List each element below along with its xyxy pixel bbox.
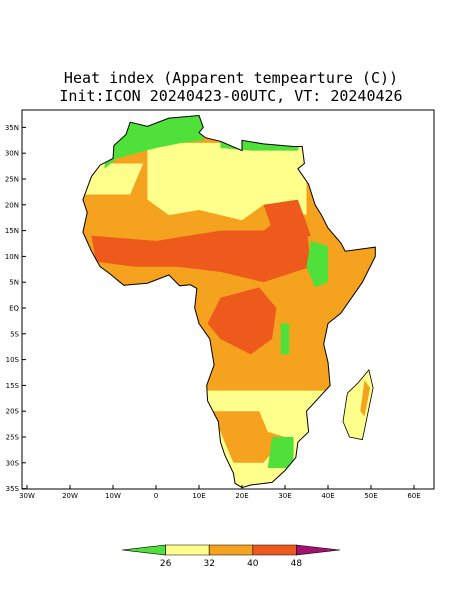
lat-label: 15S: [6, 382, 20, 390]
lon-label: 0: [154, 492, 158, 500]
lat-label: 5N: [9, 279, 19, 287]
lon-label: 10E: [192, 492, 205, 500]
lat-label: 10S: [6, 356, 20, 364]
colorbar: 26 32 40 48: [121, 544, 341, 569]
lon-label: 10W: [105, 492, 121, 500]
axis-labels: 35N 30N 25N 20N 15N 10N 5N EQ 5S 10S 15S 20S 25S 30S 3…: [5, 124, 421, 500]
lat-label: 20S: [6, 408, 20, 416]
coastline: [82, 114, 376, 489]
lon-label: 30E: [278, 492, 291, 500]
colorbar-swatch: [208, 544, 254, 556]
field: [104, 115, 208, 169]
africa-fields: [82, 115, 376, 488]
field: [91, 215, 311, 283]
lon-label: 20W: [62, 492, 78, 500]
lat-label: 10N: [5, 253, 19, 261]
map: [82, 114, 376, 489]
lon-label: 30W: [19, 492, 35, 500]
lat-label: 20N: [5, 201, 19, 209]
colorbar-label: 40: [247, 559, 259, 569]
lat-label: 5S: [10, 330, 19, 338]
colorbar-swatch: [165, 544, 210, 556]
title-line1: Heat index (Apparent tempearture (C)): [64, 69, 398, 87]
colorbar-label: 26: [160, 559, 172, 569]
colorbar-label: 32: [203, 559, 214, 569]
title-line2: Init:ICON 20240423-00UTC, VT: 20240426: [59, 87, 402, 105]
field: [147, 142, 307, 221]
field: [82, 163, 144, 195]
lat-label: 30N: [5, 150, 19, 158]
lat-label: 15N: [5, 227, 19, 235]
map-frame: [21, 109, 435, 490]
lat-label: 25N: [5, 176, 19, 184]
lat-label: 35N: [5, 124, 19, 132]
field: [211, 411, 285, 463]
lat-label: 30S: [6, 459, 20, 467]
lat-label: 35S: [6, 485, 20, 493]
field: [306, 240, 328, 288]
colorbar-swatch: [296, 544, 341, 556]
lat-label: EQ: [9, 305, 19, 313]
lon-label: 40E: [321, 492, 334, 500]
colorbar-label: 48: [291, 559, 303, 569]
lon-label: 20E: [235, 492, 248, 500]
madagascar-field: [360, 380, 371, 417]
field: [263, 199, 311, 241]
lon-label: 50E: [364, 492, 377, 500]
field: [280, 323, 290, 355]
field: [207, 287, 277, 355]
lon-label: 60E: [407, 492, 420, 500]
field: [267, 437, 294, 468]
lat-label: 25S: [6, 434, 20, 442]
colorbar-swatch: [252, 544, 297, 556]
